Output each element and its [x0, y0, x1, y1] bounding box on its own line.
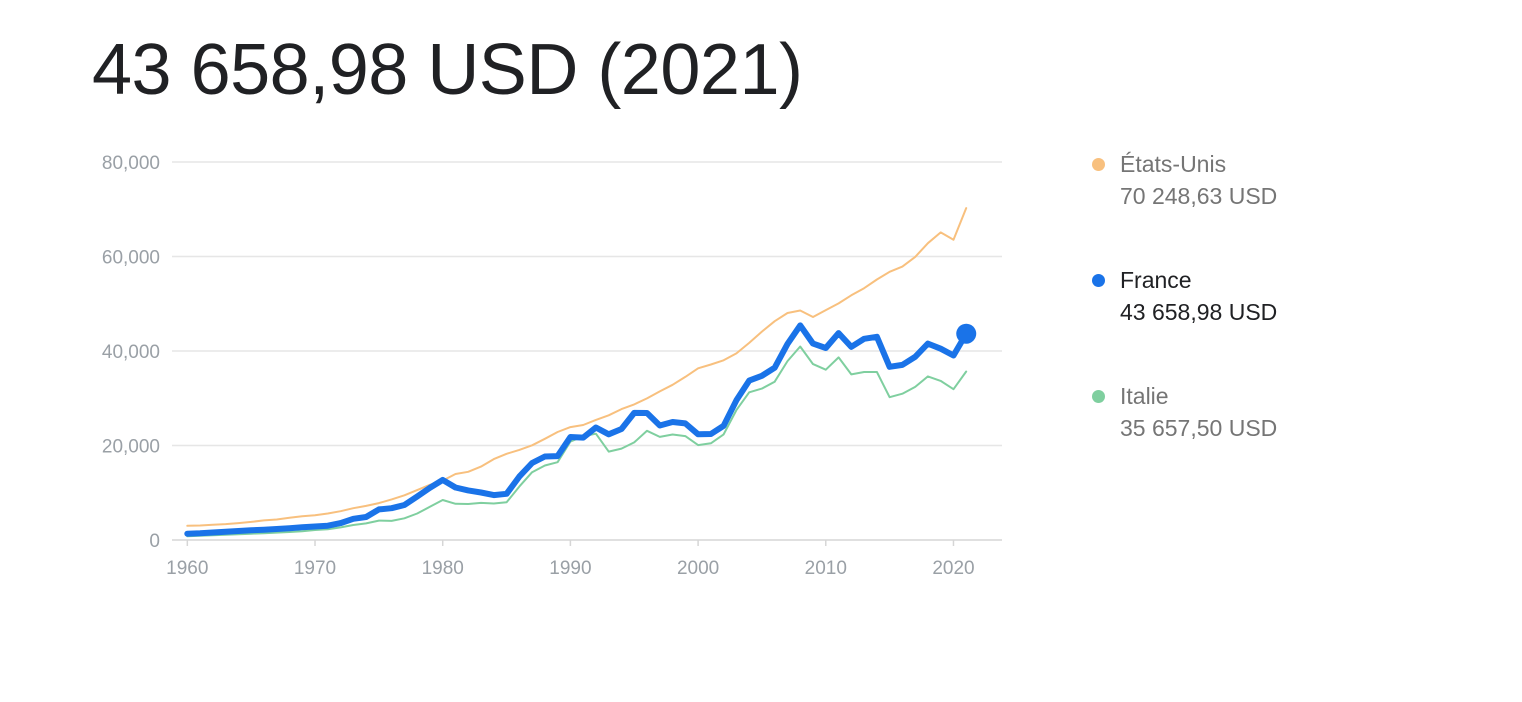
series-end-marker-france[interactable] [956, 323, 977, 344]
legend-dot-icon [1092, 274, 1105, 287]
legend-series-value: 35 657,50 USD [1120, 415, 1278, 441]
legend-series-name: France [1120, 267, 1192, 293]
legend-item-etats-unis[interactable]: États-Unis 70 248,63 USD [1092, 148, 1492, 264]
x-tick-label: 1960 [166, 558, 208, 579]
page-title: 43 658,98 USD (2021) [92, 30, 803, 110]
x-tick-label: 2010 [805, 558, 847, 579]
series-line-france[interactable] [184, 322, 970, 537]
legend-item-france[interactable]: France 43 658,98 USD [1092, 264, 1492, 380]
y-tick-label: 40,000 [102, 342, 160, 363]
x-tick-label: 1990 [549, 558, 591, 579]
legend-dot-icon [1092, 390, 1105, 403]
gridlines [172, 161, 1002, 541]
legend-series-name: États-Unis [1120, 151, 1227, 177]
legend-series-value: 43 658,98 USD [1120, 299, 1278, 325]
legend-series-name: Italie [1120, 383, 1169, 409]
x-axis: 1960 1970 1980 1990 2000 2010 2020 [166, 540, 975, 579]
x-tick-label: 1980 [422, 558, 464, 579]
y-tick-label: 80,000 [102, 153, 160, 174]
x-tick-label: 1970 [294, 558, 336, 579]
legend: États-Unis 70 248,63 USD France 43 658,9… [1092, 148, 1492, 496]
legend-item-italie[interactable]: Italie 35 657,50 USD [1092, 380, 1492, 496]
series-line-italie[interactable] [186, 345, 968, 538]
legend-dot-icon [1092, 158, 1105, 171]
y-tick-label: 20,000 [102, 437, 160, 458]
series-line-etats-unis[interactable] [186, 207, 968, 527]
y-tick-label: 0 [149, 531, 160, 552]
legend-series-value: 70 248,63 USD [1120, 183, 1278, 209]
markers [956, 323, 977, 344]
x-tick-label: 2020 [932, 558, 974, 579]
y-axis-tick-labels: 0 20,000 40,000 60,000 80,000 [102, 153, 160, 552]
series-lines [184, 207, 970, 538]
y-tick-label: 60,000 [102, 248, 160, 269]
x-tick-label: 2000 [677, 558, 719, 579]
